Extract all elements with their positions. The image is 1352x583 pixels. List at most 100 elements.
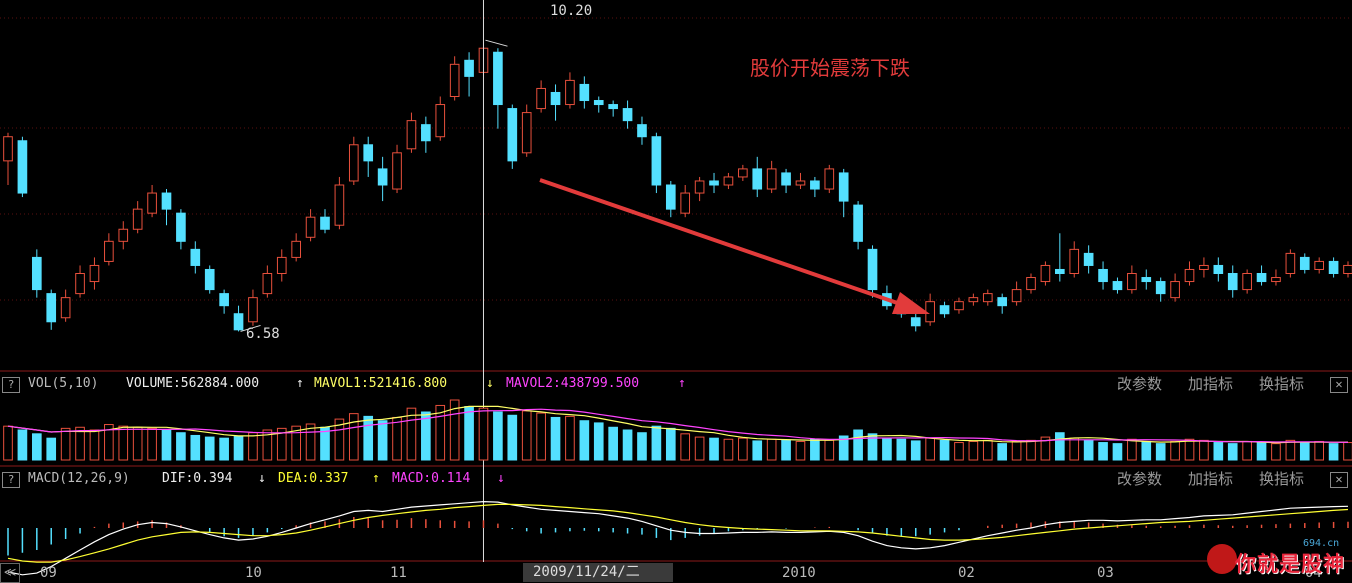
- macd-dea-value: DEA:0.337: [278, 471, 349, 486]
- volume-bar: [219, 437, 229, 461]
- vol-help-button[interactable]: ?: [2, 377, 20, 393]
- volume-bar: [795, 440, 806, 461]
- x-axis-label: 03: [1097, 565, 1114, 581]
- candle-body: [31, 256, 42, 291]
- volume-bar: [1328, 443, 1339, 461]
- x-axis-label: 10: [245, 565, 262, 581]
- vol-change-params-button[interactable]: 改参数: [1117, 375, 1163, 393]
- volume-bar: [464, 406, 474, 461]
- volume-bar: [968, 440, 979, 461]
- volume-bar: [1127, 438, 1137, 461]
- candle-body: [651, 136, 662, 186]
- volume-bar: [1184, 438, 1195, 461]
- volume-bar: [521, 410, 532, 461]
- volume-bar: [651, 425, 662, 461]
- macd-macd-value: MACD:0.114: [392, 471, 471, 486]
- volume-bar: [161, 429, 172, 461]
- candle-body: [1098, 268, 1108, 283]
- candle-body: [1256, 273, 1267, 283]
- volume-bar: [709, 437, 719, 461]
- candle-body: [521, 112, 532, 154]
- volume-bar: [1170, 440, 1180, 461]
- candle-body: [233, 313, 244, 331]
- volume-bar: [910, 440, 921, 461]
- low-pointer-icon: [240, 324, 261, 332]
- vol-close-icon[interactable]: ✕: [1330, 377, 1348, 393]
- candle-body: [1112, 281, 1123, 291]
- candle-body: [954, 301, 964, 311]
- trend-arrow-head: [892, 292, 930, 314]
- volume-bar: [925, 437, 935, 461]
- vol-volume-value: VOLUME:562884.000: [126, 376, 260, 391]
- macd-help-button[interactable]: ?: [2, 472, 20, 488]
- candle-body: [550, 91, 561, 106]
- candle-body: [276, 256, 287, 274]
- volume-bar: [593, 422, 604, 461]
- high-pointer-icon: [485, 39, 508, 47]
- candle-body: [1299, 256, 1310, 270]
- candle-body: [334, 184, 345, 226]
- candle-body: [176, 212, 186, 242]
- volume-bar: [824, 439, 835, 461]
- candle-body: [766, 168, 777, 190]
- scroll-left-icon[interactable]: ≪: [0, 563, 20, 583]
- x-axis-label: 11: [390, 565, 407, 581]
- candle-body: [853, 204, 863, 242]
- macd-change-params-button[interactable]: 改参数: [1117, 470, 1163, 488]
- candle-body: [17, 140, 28, 194]
- volume-bar: [1199, 439, 1209, 461]
- volume-bar: [579, 420, 590, 461]
- x-axis-label: 04: [1305, 565, 1322, 581]
- candle-body: [161, 192, 172, 210]
- volume-bar: [46, 437, 57, 461]
- watermark-logo: 你就是股神 694.cn: [1205, 538, 1349, 580]
- volume-bar: [104, 424, 114, 461]
- vol-switch-indicator-button[interactable]: 换指标: [1259, 375, 1305, 393]
- volume-bar: [723, 438, 734, 461]
- volume-bar: [449, 399, 460, 461]
- volume-bar: [637, 432, 647, 461]
- volume-bar: [738, 437, 748, 461]
- candle-body: [622, 108, 633, 122]
- candle-body: [1343, 264, 1352, 275]
- vol-volume-arrow: ↑: [296, 376, 304, 391]
- macd-switch-indicator-button[interactable]: 换指标: [1259, 470, 1305, 488]
- volume-bar: [1141, 440, 1152, 461]
- volume-bar: [262, 429, 273, 461]
- macd-dif-value: DIF:0.394: [162, 471, 233, 486]
- macd-dea-arrow: ↑: [372, 471, 380, 486]
- volume-bar: [1112, 443, 1123, 461]
- candle-body: [1328, 260, 1339, 275]
- volume-bar: [348, 413, 359, 461]
- volume-bar: [406, 407, 417, 461]
- candle-body: [507, 108, 518, 162]
- high-price-label: 10.20: [550, 3, 593, 19]
- candle-body: [1242, 273, 1252, 291]
- volume-bar: [507, 414, 518, 461]
- volume-bar: [435, 404, 446, 461]
- watermark-text: 你就是股神: [1235, 552, 1345, 576]
- candle-body: [723, 176, 734, 186]
- candle-body: [3, 136, 13, 162]
- macd-add-indicator-button[interactable]: 加指标: [1188, 470, 1234, 488]
- candle-body: [997, 297, 1008, 307]
- volume-bar: [276, 427, 287, 461]
- volume-bar: [421, 411, 431, 461]
- macd-close-icon[interactable]: ✕: [1330, 472, 1348, 488]
- volume-bar: [1242, 440, 1252, 461]
- x-axis-label: 2010: [782, 565, 816, 581]
- candle-body: [1083, 252, 1094, 266]
- candle-body: [939, 305, 950, 315]
- volume-bar: [536, 412, 546, 461]
- vol-ma10-line: [7, 408, 1349, 443]
- volume-bar: [233, 435, 244, 461]
- vol-add-indicator-button[interactable]: 加指标: [1188, 375, 1234, 393]
- volume-bar: [1256, 442, 1267, 461]
- candle-body: [810, 180, 820, 190]
- volume-bar: [622, 429, 633, 461]
- candle-body: [248, 297, 258, 323]
- volume-bar: [680, 433, 691, 461]
- candle-body: [838, 172, 849, 202]
- candle-body: [593, 100, 604, 106]
